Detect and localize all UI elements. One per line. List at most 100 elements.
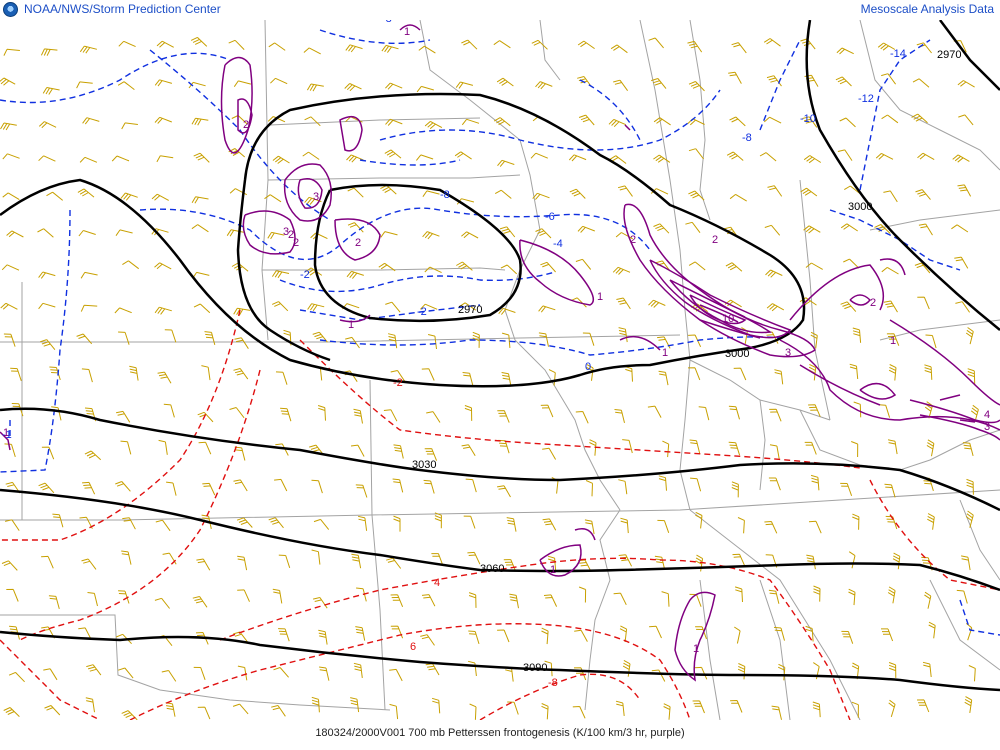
wind-barb [572, 706, 586, 719]
temp-label: -4 [553, 238, 563, 250]
wind-barb [154, 79, 173, 87]
wind-barb [463, 515, 476, 529]
fronto-label: 2 [293, 237, 299, 249]
agency-title: NOAA/NWS/Storm Prediction Center [24, 2, 221, 16]
wind-barb [728, 441, 741, 456]
wind-barb [41, 555, 54, 569]
wind-barb [695, 554, 704, 572]
wind-barb [917, 296, 930, 310]
wind-barb [193, 666, 206, 680]
wind-barb [888, 699, 896, 718]
wind-barb [154, 306, 172, 315]
temp-label: -2 [393, 377, 403, 389]
wind-barb [622, 659, 631, 677]
wind-barb [311, 479, 323, 494]
wind-barb [121, 550, 132, 565]
frontogenesis-contours [0, 24, 1000, 682]
wind-barb [350, 444, 365, 457]
wind-barb [311, 549, 321, 565]
wind-barb [425, 663, 440, 676]
wind-barb [38, 271, 56, 279]
wind-barb [543, 594, 558, 607]
wind-barb [233, 631, 249, 643]
wind-barb [3, 333, 16, 347]
wind-barb [764, 224, 781, 236]
wind-barb [468, 630, 480, 645]
wind-barb [610, 44, 628, 54]
wind-barb [271, 270, 290, 279]
wind-barb [81, 368, 93, 383]
wind-barb [808, 520, 822, 534]
wind-barb [687, 367, 701, 381]
wind-barb [877, 42, 896, 51]
wind-barb [766, 75, 782, 87]
wind-barb [86, 664, 102, 676]
wind-barb [698, 406, 710, 421]
temp-label: -8 [548, 677, 558, 689]
wind-barb [118, 331, 130, 345]
analysis-map: 2970 3000 3000 2970 3030 3060 3090 -14 -… [0, 13, 1000, 721]
wind-barb [729, 193, 747, 202]
fronto-label: 1 [3, 427, 9, 439]
wind-barb [958, 114, 974, 126]
wind-barb [647, 405, 662, 418]
wind-barb [345, 116, 363, 123]
wind-barb [78, 230, 96, 237]
temp-label: -10 [800, 113, 816, 125]
wind-barb [346, 154, 364, 163]
wind-barb [538, 332, 549, 347]
wind-barb [420, 303, 438, 310]
wind-barb [84, 450, 102, 461]
noaa-logo-icon [3, 2, 18, 17]
wind-barb [663, 703, 671, 720]
wind-barb [52, 513, 64, 528]
wind-barb [608, 118, 627, 128]
wind-barb [774, 369, 784, 385]
wind-barb [79, 45, 98, 54]
wind-barb [733, 367, 747, 381]
wind-barb [267, 116, 286, 123]
wind-barb [622, 439, 633, 454]
wind-barb [653, 223, 670, 234]
wind-barb [386, 557, 402, 569]
wind-barb [967, 368, 976, 384]
wind-barb [319, 666, 330, 681]
wind-barb [618, 327, 628, 343]
wind-barb [568, 154, 587, 162]
wind-barb [614, 409, 625, 424]
wind-barb [957, 184, 972, 197]
wind-barb [156, 155, 174, 163]
wind-barb [961, 555, 971, 571]
temp-label: 4 [434, 577, 440, 589]
wind-barb [193, 152, 210, 163]
wind-barb [848, 551, 856, 569]
wind-barb [688, 81, 705, 92]
wind-barb [390, 625, 404, 639]
wind-barb [38, 482, 55, 494]
wind-barb [766, 303, 785, 312]
fronto-label: 1 [693, 643, 699, 655]
wind-barb [312, 331, 328, 343]
wind-barb [307, 303, 325, 312]
wind-barb [507, 701, 519, 715]
wind-barb [924, 401, 933, 419]
wind-barb [547, 555, 557, 572]
wind-barb [541, 627, 549, 645]
wind-barb [956, 589, 968, 604]
wind-barb [962, 442, 974, 457]
wind-barb [272, 588, 283, 604]
wind-barb [723, 226, 739, 239]
wind-barb [237, 589, 250, 602]
wind-barb [728, 405, 740, 420]
wind-barb [928, 621, 936, 639]
wind-barb [129, 365, 139, 381]
wind-barb [196, 558, 211, 571]
wind-barb [535, 228, 552, 239]
height-label: 3030 [412, 459, 436, 471]
wind-barb [278, 554, 291, 569]
wind-barb [841, 630, 854, 644]
wind-barb [233, 80, 252, 87]
wind-barb [193, 303, 211, 314]
wind-barb [843, 258, 860, 269]
wind-barb [773, 626, 785, 641]
